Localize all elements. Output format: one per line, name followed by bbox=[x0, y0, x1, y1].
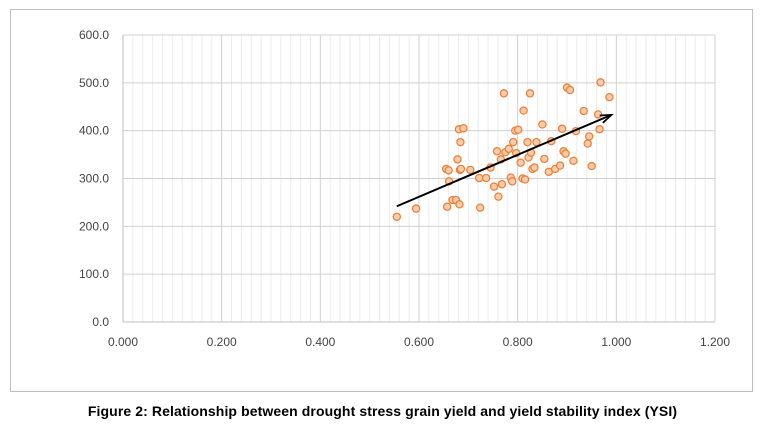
data-point bbox=[459, 124, 468, 133]
data-point bbox=[442, 202, 452, 211]
data-point bbox=[516, 158, 525, 167]
x-tick-label: 0.600 bbox=[404, 335, 434, 349]
scatter-chart: 0.0 100.0 200.0 300.0 400.0 500.0 600.0 0.000 0.… bbox=[79, 28, 730, 349]
data-point bbox=[520, 175, 530, 184]
data-point bbox=[555, 161, 565, 170]
y-tick-label: 400.0 bbox=[79, 124, 109, 138]
data-point bbox=[494, 192, 503, 201]
data-points bbox=[392, 78, 614, 221]
figure-caption: Figure 2: Relationship between drought s… bbox=[87, 403, 678, 419]
tick-labels: 0.0 100.0 200.0 300.0 400.0 500.0 600.0 0.000 0.… bbox=[79, 28, 730, 349]
data-point bbox=[497, 180, 507, 189]
data-point bbox=[499, 89, 509, 98]
x-tick-label: 1.000 bbox=[601, 335, 631, 349]
data-point bbox=[392, 212, 401, 221]
data-point bbox=[587, 161, 596, 171]
data-point bbox=[509, 137, 518, 147]
y-tick-label: 300.0 bbox=[79, 172, 109, 186]
grid bbox=[123, 34, 716, 322]
data-point bbox=[540, 154, 549, 164]
data-point bbox=[557, 124, 567, 133]
x-tick-label: 0.800 bbox=[503, 335, 533, 349]
y-tick-label: 200.0 bbox=[79, 219, 109, 233]
x-tick-label: 1.200 bbox=[700, 335, 730, 349]
chart-frame: 0.0 100.0 200.0 300.0 400.0 500.0 600.0 0.000 0.… bbox=[10, 9, 753, 392]
data-point bbox=[605, 92, 614, 102]
axes bbox=[122, 35, 715, 323]
data-point bbox=[519, 106, 528, 115]
data-point bbox=[569, 156, 578, 166]
data-point bbox=[456, 164, 466, 174]
data-point bbox=[411, 204, 421, 213]
data-point bbox=[492, 147, 502, 156]
y-tick-label: 600.0 bbox=[79, 28, 109, 42]
data-point bbox=[504, 144, 513, 154]
x-tick-label: 0.000 bbox=[108, 335, 138, 349]
data-point bbox=[579, 106, 588, 116]
data-point bbox=[466, 165, 475, 175]
data-point bbox=[561, 149, 570, 158]
data-point bbox=[523, 137, 532, 147]
trend-arrow bbox=[396, 115, 612, 208]
x-tick-label: 0.200 bbox=[207, 335, 237, 349]
data-point bbox=[444, 166, 453, 175]
data-point bbox=[474, 173, 484, 183]
y-tick-label: 100.0 bbox=[79, 267, 109, 281]
trend-arrow-group bbox=[396, 115, 612, 208]
data-point bbox=[481, 173, 491, 183]
data-point bbox=[475, 203, 485, 212]
x-tick-label: 0.400 bbox=[305, 335, 335, 349]
y-tick-label: 500.0 bbox=[79, 76, 109, 90]
data-point bbox=[595, 125, 604, 134]
data-point bbox=[538, 120, 547, 129]
data-point bbox=[525, 89, 535, 98]
data-point bbox=[596, 78, 605, 87]
data-point bbox=[565, 85, 575, 95]
y-tick-label: 0.0 bbox=[92, 315, 109, 329]
data-point bbox=[530, 163, 539, 172]
data-point bbox=[585, 132, 594, 141]
data-point bbox=[513, 125, 523, 134]
data-point bbox=[455, 200, 464, 209]
data-point bbox=[456, 137, 465, 147]
data-point bbox=[583, 139, 592, 148]
data-point bbox=[453, 155, 462, 164]
data-point bbox=[489, 182, 499, 191]
data-point bbox=[593, 110, 603, 119]
data-point bbox=[508, 177, 517, 186]
